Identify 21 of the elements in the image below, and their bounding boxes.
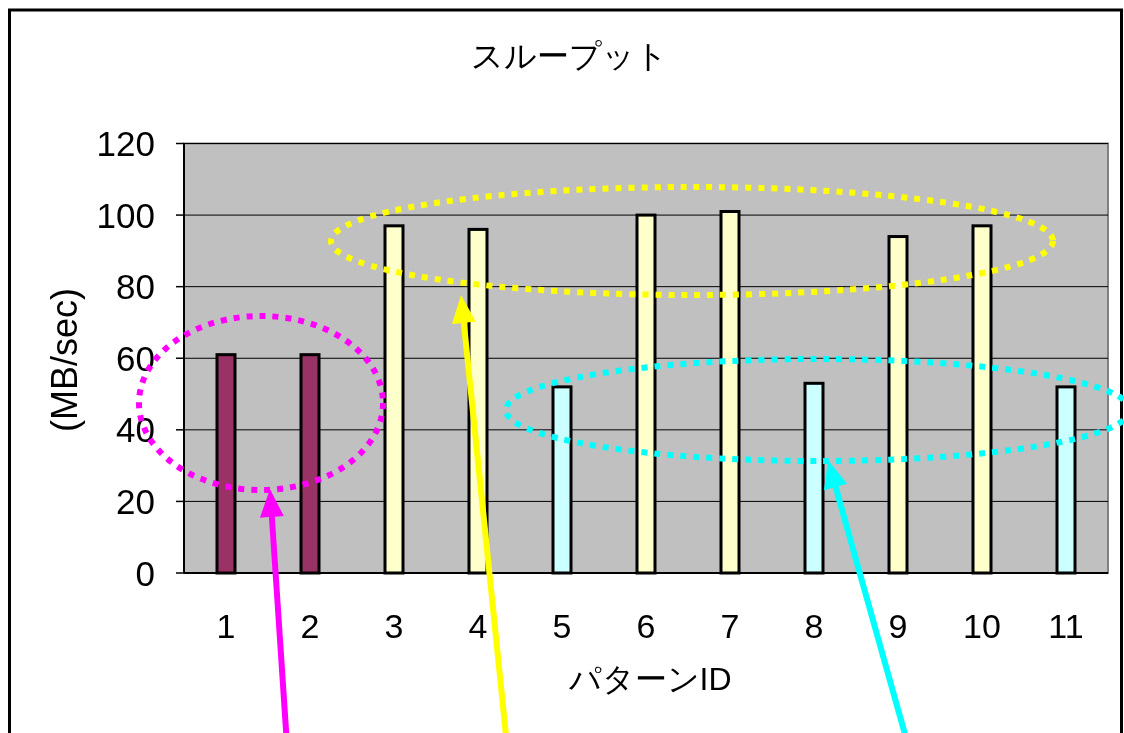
x-tick-label: 1 xyxy=(216,607,236,645)
y-tick-label: 0 xyxy=(135,553,155,593)
x-tick-label: 7 xyxy=(720,607,740,645)
x-tick-label: 9 xyxy=(888,607,908,645)
y-tick-label: 20 xyxy=(116,481,155,521)
x-tick-label: 3 xyxy=(384,607,404,645)
chart-title: スループット xyxy=(470,38,668,74)
x-tick-label: 8 xyxy=(804,607,824,645)
x-tick-label: 4 xyxy=(468,607,488,645)
y-axis-title: (MB/sec) xyxy=(43,288,85,432)
x-tick-label: 5 xyxy=(552,607,572,645)
y-tick-label: 40 xyxy=(116,410,155,450)
x-tick-label: 6 xyxy=(636,607,656,645)
x-tick-label: 11 xyxy=(1048,607,1084,645)
y-tick-label: 80 xyxy=(116,267,155,307)
y-tick-label: 60 xyxy=(116,338,155,378)
y-tick-label: 120 xyxy=(96,124,155,163)
x-tick-label: 2 xyxy=(300,607,320,645)
x-tick-label: 10 xyxy=(963,607,1001,645)
x-axis-title: パターンID xyxy=(567,661,732,697)
y-tick-label: 100 xyxy=(96,195,155,235)
